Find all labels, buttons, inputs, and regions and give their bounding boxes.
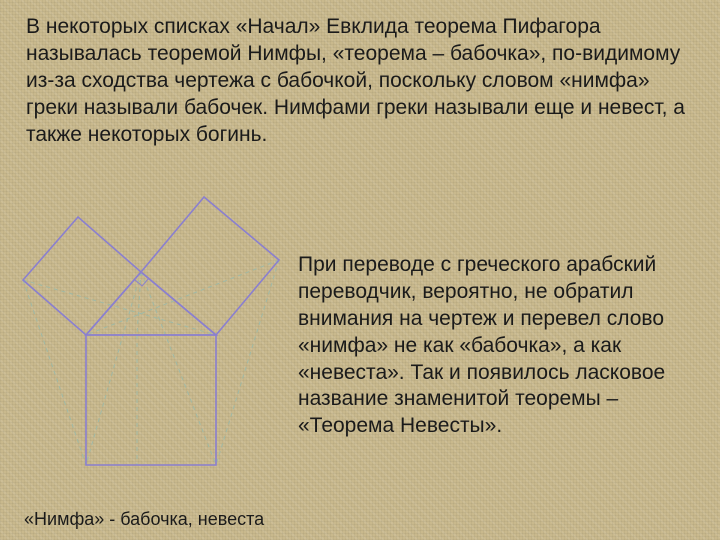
pythagoras-svg xyxy=(14,200,284,505)
diagram-caption: «Нимфа» - бабочка, невеста xyxy=(24,509,264,530)
paragraph-side: При переводе с греческого арабский перев… xyxy=(298,252,694,440)
paragraph-top: В некоторых списках «Начал» Евклида теор… xyxy=(26,14,694,148)
pythagoras-diagram xyxy=(14,200,284,505)
